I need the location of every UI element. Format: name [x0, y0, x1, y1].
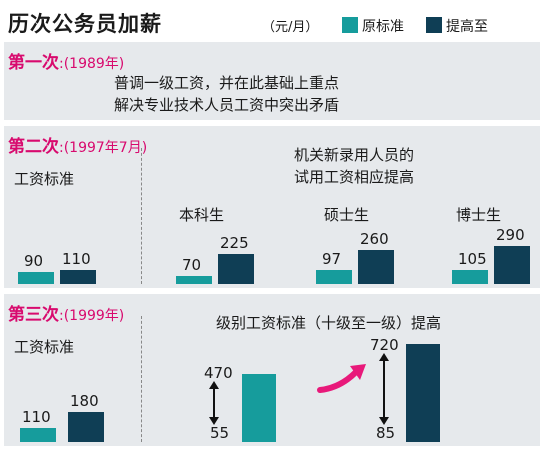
value-label-original: 97 [322, 250, 342, 268]
section-1999: 第三次:(1999年) 工资标准 级别工资标准（十级至一级）提高 110 180 … [4, 294, 540, 446]
section-ordinal: 第三次 [8, 305, 59, 325]
legend-swatch-original [342, 17, 358, 33]
value-label-raised: 225 [220, 234, 249, 252]
bar-raised [218, 254, 254, 284]
page-title: 历次公务员加薪 [8, 12, 162, 36]
section-1989: 第一次:(1989年) 普调一级工资，并在此基础上重点 解决专业技术人员工资中突… [4, 42, 540, 120]
bar-raised [60, 270, 96, 284]
section-text-line-1: 普调一级工资，并在此基础上重点 [114, 74, 340, 92]
value-label-raised: 110 [62, 250, 91, 268]
value-label-raised: 290 [496, 226, 525, 244]
range-min-label: 55 [210, 424, 230, 442]
range-bar-original [242, 374, 276, 442]
double-arrow-icon [209, 381, 219, 425]
bar-raised [494, 246, 530, 284]
divider [141, 316, 142, 442]
bar-raised [68, 412, 104, 442]
divider [141, 148, 142, 284]
legend-swatch-raised [426, 17, 442, 33]
value-label-original: 110 [22, 408, 51, 426]
value-label-original: 105 [458, 250, 487, 268]
section-year: :(1999年) [59, 308, 125, 324]
section-text-line-2: 解决专业技术人员工资中突出矛盾 [114, 96, 340, 114]
category-label: 博士生 [456, 206, 502, 224]
left-label: 工资标准 [14, 170, 75, 188]
legend-label-raised: 提高至 [446, 19, 488, 35]
category-label: 本科生 [179, 206, 225, 224]
bar-original [176, 276, 212, 284]
range-min-label: 85 [376, 424, 396, 442]
note-line-2: 试用工资相应提高 [294, 168, 415, 186]
increase-arrow-icon [317, 364, 366, 393]
range-max-label: 470 [204, 364, 233, 382]
note-line-1: 机关新录用人员的 [294, 146, 415, 164]
value-label-original: 90 [24, 252, 44, 270]
double-arrow-icon [379, 353, 389, 425]
bar-original [316, 270, 352, 284]
value-label-original: 70 [182, 256, 202, 274]
value-label-raised: 260 [360, 230, 389, 248]
bar-original [452, 270, 488, 284]
section-ordinal: 第一次 [8, 53, 59, 73]
bar-raised [358, 250, 394, 284]
left-label: 工资标准 [14, 338, 75, 356]
section-ordinal: 第二次 [8, 137, 59, 157]
bar-original [20, 428, 56, 442]
section-1997: 第二次:(1997年7月) 工资标准 机关新录用人员的 试用工资相应提高 90 1… [4, 126, 540, 288]
category-label: 硕士生 [324, 206, 370, 224]
range-max-label: 720 [370, 336, 399, 354]
note-line-1: 级别工资标准（十级至一级）提高 [216, 314, 442, 332]
bar-original [18, 272, 54, 284]
unit-label: （元/月） [262, 20, 319, 35]
section-year: :(1997年7月) [59, 140, 148, 156]
section-year: :(1989年) [59, 56, 125, 72]
legend-label-original: 原标准 [362, 19, 404, 35]
value-label-raised: 180 [70, 392, 99, 410]
range-bar-raised [406, 344, 440, 442]
